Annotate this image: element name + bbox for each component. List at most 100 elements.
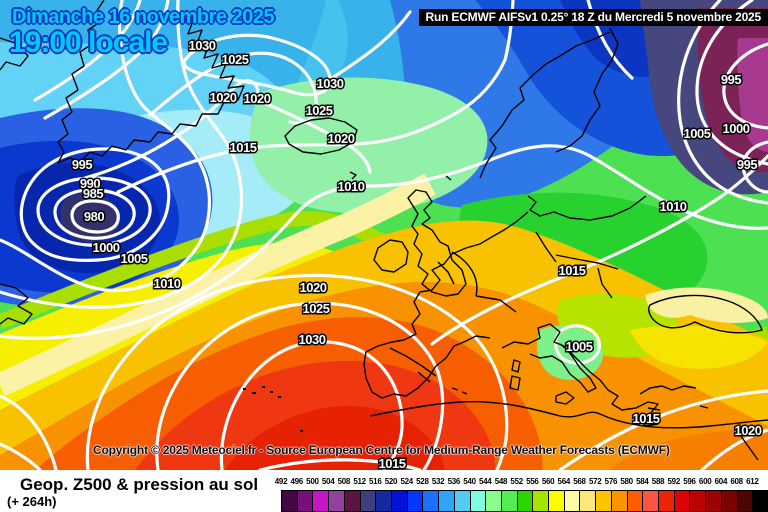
isobar-label: 1015 — [633, 411, 660, 426]
legend-color-box — [438, 490, 455, 512]
isobar-label: 1020 — [735, 423, 762, 438]
isobar-label: 995 — [721, 72, 741, 87]
isobar-label: 1020 — [210, 90, 237, 105]
legend-color-box — [595, 490, 612, 512]
legend-color-box — [453, 490, 471, 512]
legend-color-box — [485, 490, 502, 512]
legend-value: 592 — [667, 477, 681, 486]
legend-color-box — [312, 490, 330, 512]
legend-value: 528 — [416, 477, 429, 486]
legend-value: 600 — [698, 477, 712, 486]
isobar-label: 1020 — [244, 91, 271, 106]
legend-value: 548 — [494, 477, 508, 486]
legend-color-box — [406, 490, 424, 512]
legend-value: 544 — [478, 477, 492, 486]
legend-bar: Geop. Z500 & pression au sol (+ 264h) 49… — [0, 470, 768, 512]
isobar-label: 1025 — [306, 103, 333, 118]
legend-value: 580 — [620, 477, 633, 486]
legend-color-box — [469, 490, 487, 512]
legend-value: 556 — [526, 477, 539, 486]
legend-color-box — [642, 490, 660, 512]
legend-value: 608 — [730, 477, 743, 486]
legend-color-box — [736, 490, 754, 512]
isobar-label: 995 — [72, 157, 92, 172]
legend-value: 524 — [400, 477, 413, 486]
isobar-label: 1005 — [684, 126, 711, 141]
isobar-label: 995 — [737, 157, 757, 172]
legend-value: 612 — [746, 477, 759, 486]
legend-value: 492 — [274, 477, 288, 486]
isobar-label: 990 — [80, 176, 100, 191]
legend-value: 568 — [573, 477, 586, 486]
isobar-layer — [0, 0, 768, 470]
legend-color-box — [658, 490, 675, 512]
legend-value: 560 — [541, 477, 555, 486]
isobar-label: 1015 — [379, 456, 406, 470]
model-run-info: Run ECMWF AIFSv1 0.25° 18 Z du Mercredi … — [418, 9, 768, 26]
isobar-label: 1005 — [566, 339, 593, 354]
legend-value: 508 — [337, 477, 351, 486]
legend-value: 540 — [463, 477, 476, 486]
isobar-label: 1015 — [230, 140, 257, 155]
isobar-labels: 1030 1025 1020 1020 1030 1025 1020 1015 1010 995 9… — [70, 37, 763, 471]
isobar-label: 1030 — [299, 332, 326, 347]
legend-value: 572 — [588, 477, 602, 486]
legend-value: 512 — [353, 477, 366, 486]
legend-value: 532 — [431, 477, 445, 486]
legend-value: 536 — [447, 477, 461, 486]
legend-value: 500 — [306, 477, 319, 486]
isobar-label: 1010 — [660, 199, 687, 214]
legend-value: 588 — [651, 477, 665, 486]
weather-map: 1030 1025 1020 1020 1030 1025 1020 1015 1010 995 9… — [0, 0, 768, 470]
legend-value: 552 — [510, 477, 523, 486]
isobar-label: 1015 — [559, 263, 586, 278]
legend-color-box — [532, 490, 550, 512]
copyright-notice: Copyright © 2025 Meteociel.fr - Source E… — [93, 443, 670, 457]
map-title: Geop. Z500 & pression au sol — [20, 475, 259, 494]
isobar-label: 1020 — [328, 131, 355, 146]
legend-color-box — [548, 490, 565, 512]
legend-color-box — [343, 490, 361, 512]
legend-color-box — [516, 490, 534, 512]
legend-value: 604 — [714, 477, 728, 486]
isobar-label: 1025 — [222, 52, 249, 67]
isobar-label: 1000 — [723, 121, 750, 136]
isobar-label: 980 — [84, 209, 104, 224]
legend-color-box — [752, 490, 768, 512]
isobar-label: 1025 — [303, 301, 330, 316]
legend-color-box — [720, 490, 738, 512]
legend-color-box — [390, 490, 408, 512]
valid-date-label: Dimanche 16 novembre 2025 — [12, 6, 275, 28]
legend-color-box — [563, 490, 581, 512]
legend-value: 564 — [557, 477, 571, 486]
map-canvas: 1030 1025 1020 1020 1030 1025 1020 1015 1010 995 9… — [0, 0, 768, 470]
coastline-layer — [0, 0, 768, 461]
isobar-label: 1000 — [93, 240, 120, 255]
legend-color-box — [422, 490, 440, 512]
legend-color-box — [610, 490, 628, 512]
legend-value: 520 — [384, 477, 398, 486]
legend-value: 516 — [369, 477, 382, 486]
legend-value: 504 — [321, 477, 335, 486]
legend-color-box — [705, 490, 722, 512]
isobar-label: 1030 — [189, 38, 216, 53]
legend-value: 496 — [290, 477, 303, 486]
legend-color-box — [375, 490, 392, 512]
isobar-label: 985 — [83, 186, 103, 201]
legend-color-box — [579, 490, 597, 512]
forecast-lead-time: (+ 264h) — [7, 494, 57, 509]
valid-time-label: 19:00 locale — [9, 26, 168, 59]
legend-value: 584 — [636, 477, 649, 486]
legend-color-box — [359, 490, 377, 512]
legend-color-box — [626, 490, 644, 512]
legend-value: 576 — [604, 477, 618, 486]
isobar-label: 1005 — [121, 251, 148, 266]
legend-color-box — [328, 490, 345, 512]
island-dots — [243, 386, 303, 432]
isobar-label: 1010 — [154, 276, 181, 291]
isobar-label: 1010 — [338, 179, 365, 194]
legend-color-box — [500, 490, 518, 512]
legend-color-box — [296, 490, 314, 512]
isobar-label: 1020 — [300, 280, 327, 295]
